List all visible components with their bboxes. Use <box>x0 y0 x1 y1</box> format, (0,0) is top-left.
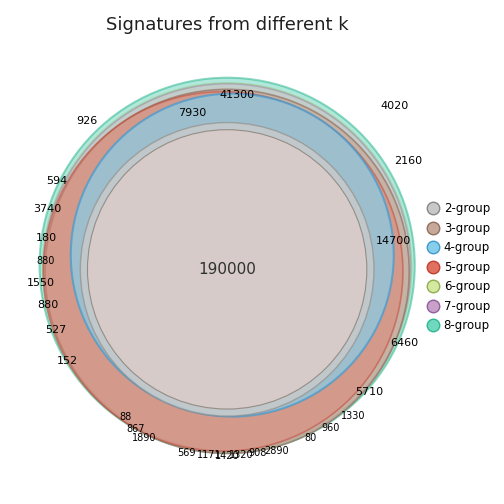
Text: 180: 180 <box>36 233 57 243</box>
Text: 867: 867 <box>126 424 145 434</box>
Text: 2890: 2890 <box>264 446 288 456</box>
Text: 88: 88 <box>119 412 132 422</box>
Title: Signatures from different k: Signatures from different k <box>106 17 348 34</box>
Text: 2160: 2160 <box>394 156 422 166</box>
Text: 80: 80 <box>304 432 317 443</box>
Text: 1320: 1320 <box>229 450 254 460</box>
Text: 880: 880 <box>36 256 55 266</box>
Text: 14700: 14700 <box>376 236 411 246</box>
Circle shape <box>43 92 403 451</box>
Circle shape <box>43 83 412 452</box>
Text: 3740: 3740 <box>33 204 61 214</box>
Text: 880: 880 <box>38 300 59 310</box>
Text: 6460: 6460 <box>390 338 418 348</box>
Text: 926: 926 <box>77 115 98 125</box>
Circle shape <box>80 122 374 416</box>
Legend: 2-group, 3-group, 4-group, 5-group, 6-group, 7-group, 8-group: 2-group, 3-group, 4-group, 5-group, 6-gr… <box>422 198 494 337</box>
Circle shape <box>88 130 367 409</box>
Circle shape <box>45 89 409 454</box>
Text: 152: 152 <box>57 356 78 366</box>
Text: 190000: 190000 <box>198 262 256 277</box>
Circle shape <box>40 78 415 453</box>
Text: 1330: 1330 <box>341 411 366 421</box>
Text: 594: 594 <box>46 176 67 185</box>
Text: 527: 527 <box>45 325 66 335</box>
Text: 1420: 1420 <box>215 451 239 461</box>
Circle shape <box>44 84 411 451</box>
Text: 1550: 1550 <box>27 278 55 288</box>
Text: 5710: 5710 <box>356 387 384 397</box>
Text: 1171: 1171 <box>197 450 221 460</box>
Text: 960: 960 <box>321 423 339 433</box>
Text: 7930: 7930 <box>178 108 207 118</box>
Circle shape <box>71 94 394 417</box>
Text: 569: 569 <box>177 448 196 458</box>
Text: 4020: 4020 <box>380 101 408 111</box>
Text: 1890: 1890 <box>133 432 157 443</box>
Text: 908: 908 <box>248 448 267 458</box>
Text: 41300: 41300 <box>220 90 255 100</box>
